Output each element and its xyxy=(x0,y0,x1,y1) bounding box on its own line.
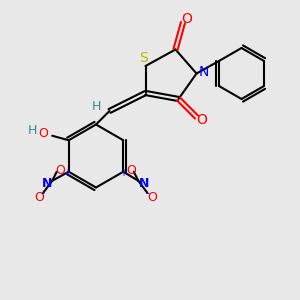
Text: H: H xyxy=(91,100,101,113)
Text: O: O xyxy=(126,164,136,177)
Text: N: N xyxy=(199,65,209,79)
Text: O: O xyxy=(147,191,157,204)
Text: O: O xyxy=(196,113,207,127)
Text: N: N xyxy=(42,177,52,190)
Text: +: + xyxy=(119,168,127,178)
Text: O: O xyxy=(181,12,192,26)
Text: O: O xyxy=(34,191,44,204)
Text: -: - xyxy=(40,188,45,198)
Text: O: O xyxy=(38,127,48,140)
Text: N: N xyxy=(139,177,149,190)
Text: +: + xyxy=(63,168,71,178)
Text: H: H xyxy=(27,124,37,137)
Text: S: S xyxy=(140,52,148,65)
Text: -: - xyxy=(146,188,150,198)
Text: O: O xyxy=(55,164,65,177)
